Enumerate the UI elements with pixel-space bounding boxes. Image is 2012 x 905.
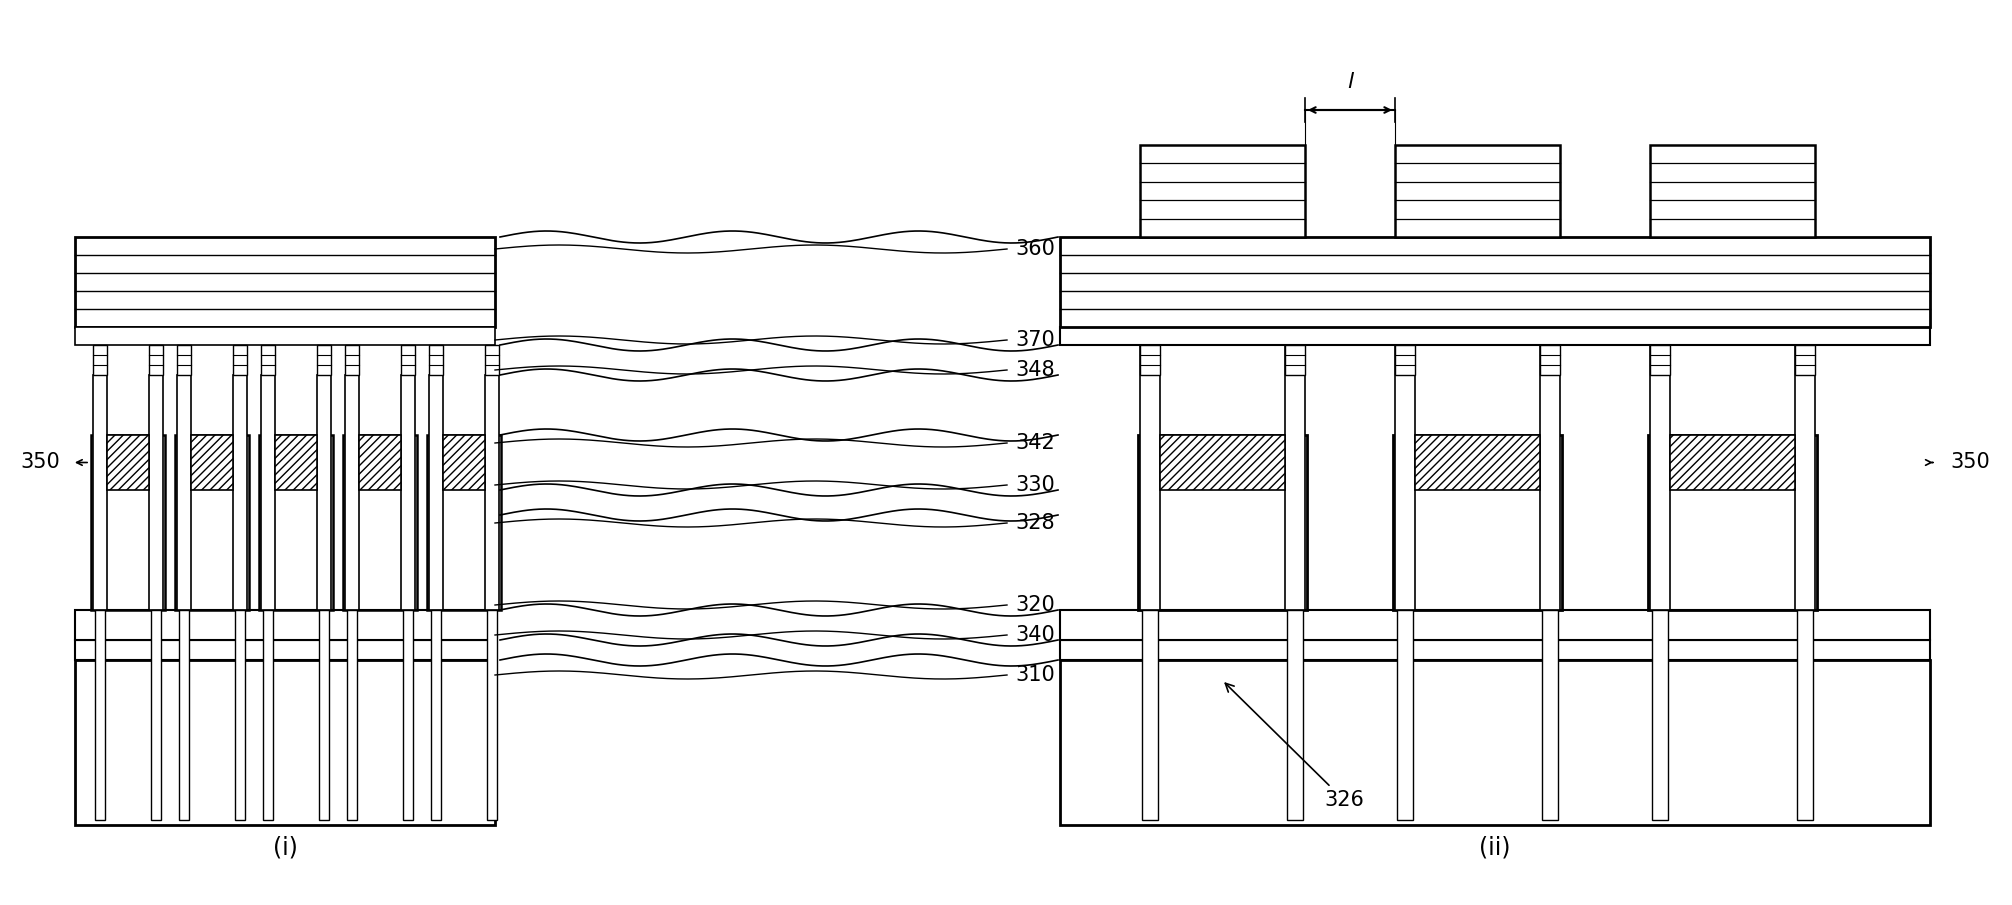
Bar	[74, 237, 495, 327]
Text: 320: 320	[1014, 595, 1054, 615]
Bar	[342, 435, 416, 610]
Bar	[95, 610, 105, 820]
Bar	[344, 375, 358, 610]
Bar	[74, 610, 495, 640]
Bar	[235, 610, 245, 820]
Bar	[344, 345, 358, 375]
Bar	[320, 610, 330, 820]
Bar	[318, 375, 332, 610]
Bar	[1060, 610, 1930, 640]
Bar	[402, 610, 412, 820]
Bar	[1795, 345, 1815, 375]
Bar	[1648, 435, 1817, 610]
Bar	[318, 345, 332, 375]
Bar	[151, 610, 161, 820]
Text: 330: 330	[1014, 475, 1054, 495]
Bar	[1795, 345, 1815, 610]
Bar	[1060, 660, 1930, 825]
Text: 340: 340	[1014, 625, 1054, 645]
Bar	[429, 345, 443, 375]
Bar	[1414, 435, 1539, 490]
Bar	[1650, 145, 1815, 237]
Bar	[1652, 610, 1668, 820]
Bar	[1650, 345, 1670, 375]
Bar	[1060, 237, 1930, 327]
Bar	[1392, 435, 1561, 610]
Bar	[427, 435, 501, 610]
Bar	[1286, 345, 1306, 610]
Text: 310: 310	[1014, 665, 1054, 685]
Bar	[443, 435, 485, 490]
Bar	[400, 345, 414, 375]
Bar	[233, 375, 247, 610]
Bar	[1394, 145, 1559, 237]
Bar	[175, 435, 249, 610]
Bar	[93, 345, 107, 375]
Text: 342: 342	[1014, 433, 1054, 453]
Bar	[485, 375, 499, 610]
Bar	[74, 327, 495, 345]
Bar	[1141, 145, 1306, 237]
Text: (ii): (ii)	[1479, 836, 1511, 860]
Bar	[1539, 345, 1559, 375]
Bar	[262, 375, 276, 610]
Bar	[179, 610, 189, 820]
Bar	[1141, 345, 1161, 375]
Text: 370: 370	[1014, 330, 1054, 350]
Bar	[191, 435, 233, 490]
Bar	[1161, 435, 1286, 490]
Bar	[429, 375, 443, 610]
Text: 348: 348	[1014, 360, 1054, 380]
Text: 350: 350	[20, 452, 60, 472]
Bar	[177, 375, 191, 610]
Bar	[346, 610, 356, 820]
Bar	[1670, 435, 1795, 490]
Text: 350: 350	[1950, 452, 1990, 472]
Bar	[1060, 640, 1930, 660]
Bar	[149, 375, 163, 610]
Text: l: l	[1346, 72, 1352, 92]
Bar	[1394, 345, 1414, 375]
Bar	[1288, 610, 1304, 820]
Bar	[233, 345, 247, 375]
Bar	[400, 375, 414, 610]
Text: 326: 326	[1225, 683, 1364, 810]
Bar	[74, 660, 495, 825]
Bar	[107, 435, 149, 490]
Bar	[264, 610, 274, 820]
Bar	[262, 345, 276, 375]
Bar	[1286, 345, 1306, 375]
Bar	[1143, 610, 1159, 820]
Bar	[1396, 610, 1412, 820]
Bar	[91, 435, 165, 610]
Bar	[485, 345, 499, 375]
Bar	[1141, 345, 1161, 610]
Text: 328: 328	[1014, 513, 1054, 533]
Bar	[149, 345, 163, 375]
Text: (i): (i)	[272, 836, 298, 860]
Bar	[177, 345, 191, 375]
Bar	[260, 435, 334, 610]
Bar	[1394, 345, 1414, 610]
Bar	[1541, 610, 1557, 820]
Bar	[74, 640, 495, 660]
Bar	[1650, 345, 1670, 610]
Bar	[1060, 327, 1930, 345]
Bar	[93, 375, 107, 610]
Bar	[1539, 345, 1559, 610]
Bar	[1797, 610, 1813, 820]
Bar	[431, 610, 441, 820]
Bar	[358, 435, 400, 490]
Bar	[487, 610, 497, 820]
Text: 360: 360	[1014, 239, 1054, 259]
Bar	[276, 435, 318, 490]
Bar	[1139, 435, 1308, 610]
